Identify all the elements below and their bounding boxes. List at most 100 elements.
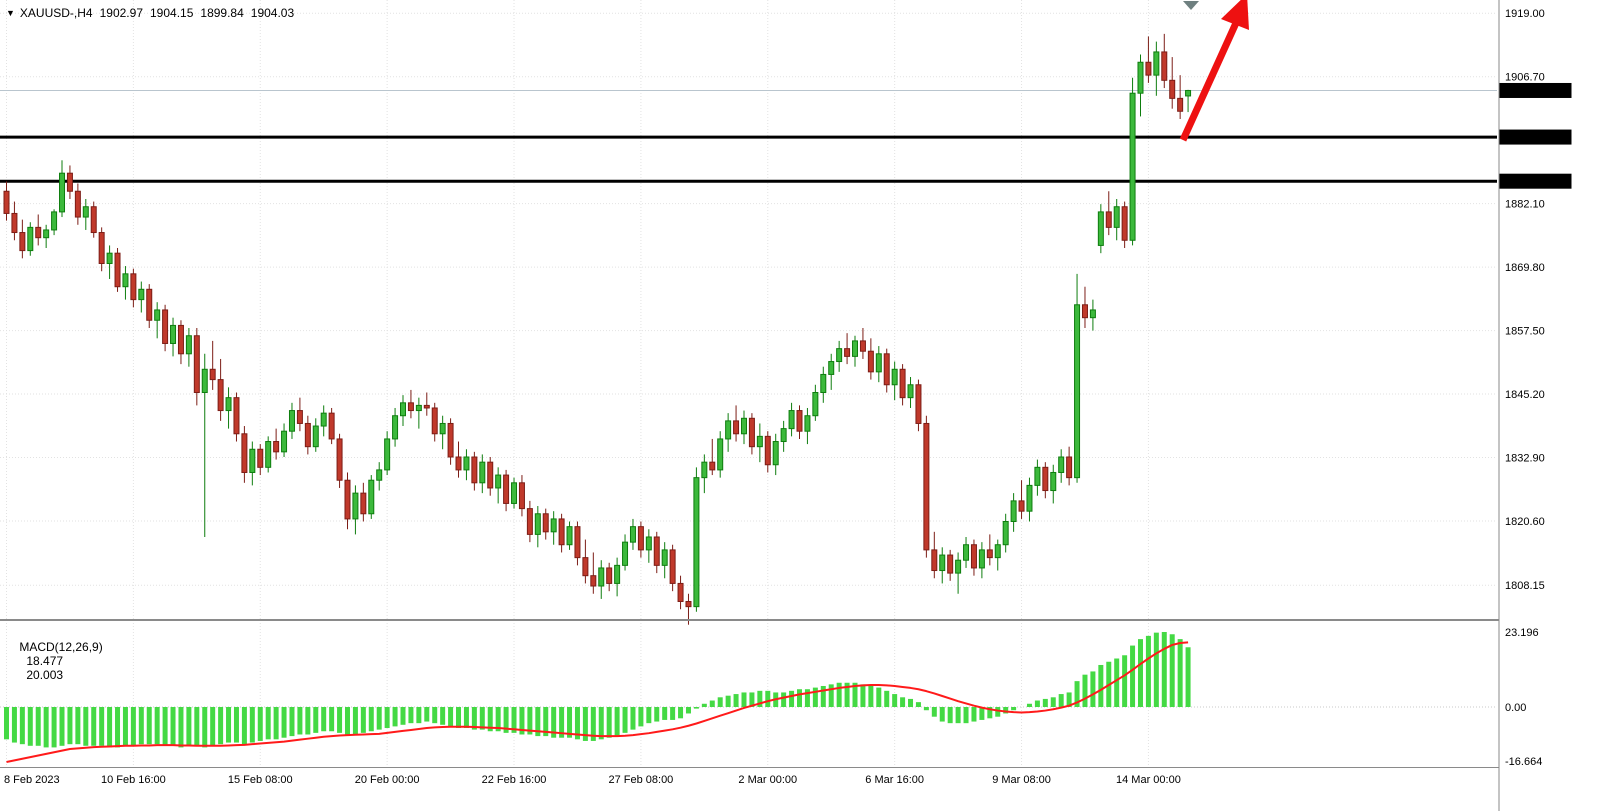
candle-body (392, 415, 399, 440)
macd-axis-labels: 23.196 0.00 -16.664 (1505, 627, 1542, 768)
macd-bar (463, 707, 469, 729)
macd-bar (503, 707, 509, 733)
candle-body (431, 407, 438, 435)
price-tick-label: 1906.70 (1505, 72, 1545, 84)
macd-tick-label: 0.00 (1505, 702, 1526, 714)
trend-arrow-shaft[interactable] (1179, 21, 1240, 142)
macd-bar (1122, 655, 1128, 707)
candle-body (98, 232, 105, 264)
price-axis[interactable] (1499, 0, 1597, 811)
candle-body (883, 353, 890, 386)
macd-bar (305, 707, 311, 735)
macd-bar (567, 707, 573, 738)
time-tick-label: 8 Feb 2023 (4, 774, 60, 786)
macd-bar (995, 707, 1001, 717)
macd-bar (1003, 707, 1009, 714)
price-box-label: 1895.00 (1505, 132, 1545, 144)
time-axis-labels[interactable]: 8 Feb 2023 10 Feb 16:00 15 Feb 08:00 20 Feb… (4, 774, 1181, 786)
macd-bar (19, 707, 25, 745)
price-tick-label: 1820.60 (1505, 516, 1545, 528)
candle-body (526, 508, 533, 535)
macd-bar (35, 707, 41, 746)
trend-arrow-head[interactable] (1221, 0, 1249, 30)
macd-bar (725, 695, 731, 707)
macd-bar (797, 689, 802, 707)
price-box-line-level (1499, 129, 1572, 145)
macd-bar (559, 707, 565, 738)
candle-body (629, 526, 636, 543)
macd-bar (1074, 681, 1080, 707)
candle-body (479, 461, 486, 484)
candle-body (273, 441, 280, 453)
ohlc-close: 1904.03 (250, 6, 295, 20)
macd-bar (733, 694, 739, 707)
macd-bar (202, 707, 208, 748)
candle-body (1066, 456, 1073, 479)
macd-bar (931, 707, 937, 717)
candle-body (740, 417, 747, 435)
candle-body (1113, 206, 1120, 228)
macd-bar (1130, 645, 1136, 707)
trend-arrow[interactable] (1179, 0, 1249, 142)
candle-body (852, 340, 859, 357)
candle-body (471, 456, 478, 484)
macd-bar (781, 692, 787, 707)
candle-body (685, 600, 692, 608)
chart-shift-marker-icon[interactable] (1183, 1, 1199, 10)
price-box-current-price (1499, 82, 1572, 98)
macd-bar (892, 694, 898, 707)
candle-body (582, 557, 589, 577)
chart-plot-area[interactable] (0, 0, 1498, 768)
candle-body (1129, 92, 1136, 241)
macd-bar (337, 707, 343, 733)
candle-body (804, 415, 811, 432)
macd-bar (908, 698, 914, 707)
macd-bar (162, 707, 168, 746)
macd-bar (107, 707, 113, 748)
macd-bar (27, 707, 33, 746)
candle-body (828, 361, 835, 375)
macd-bar (456, 707, 462, 729)
macd-bar (844, 682, 850, 707)
candle-body (122, 273, 129, 288)
candle-body (19, 232, 26, 252)
candle-body (177, 324, 184, 355)
price-tick-label: 1919.00 (1505, 8, 1545, 20)
macd-bar (265, 707, 271, 740)
candle-body (59, 172, 66, 213)
candle-body (376, 469, 383, 481)
macd-bar (67, 707, 73, 745)
candle-body (606, 567, 613, 584)
macd-bar (590, 707, 596, 741)
macd-tick-label: -16.664 (1505, 756, 1542, 768)
macd-bar (226, 707, 232, 743)
candle-body (407, 402, 414, 412)
candlesticks (3, 33, 1192, 625)
macd-bar (51, 707, 57, 748)
candle-body (709, 461, 716, 471)
candle-body (970, 544, 977, 569)
macd-bar (1058, 694, 1064, 707)
candle-body (487, 461, 494, 489)
ohlc-header: ▼ XAUUSD-,H4 1902.97 1904.15 1899.84 190… (6, 6, 294, 20)
macd-bar (43, 707, 49, 748)
macd-bar (424, 707, 430, 722)
macd-label: MACD(12,26,9) (19, 640, 103, 654)
macd-bar (1098, 664, 1104, 707)
candle-body (233, 397, 240, 435)
macd-bar (987, 707, 993, 719)
macd-bar (1042, 698, 1048, 707)
price-tick-label: 1869.80 (1505, 262, 1545, 274)
candle-body (867, 350, 874, 373)
macd-bar (1082, 674, 1088, 707)
symbol-dropdown-icon[interactable]: ▼ (6, 7, 15, 18)
time-tick-label: 14 Mar 00:00 (1116, 774, 1181, 786)
horizontal-level-lines[interactable] (0, 135, 1497, 183)
macd-bar (598, 707, 604, 740)
candle-body (1002, 521, 1009, 546)
macd-bar (971, 707, 977, 722)
macd-bar (693, 707, 699, 709)
time-tick-label: 27 Feb 08:00 (608, 774, 673, 786)
price-box-label: 1904.03 (1505, 85, 1545, 97)
